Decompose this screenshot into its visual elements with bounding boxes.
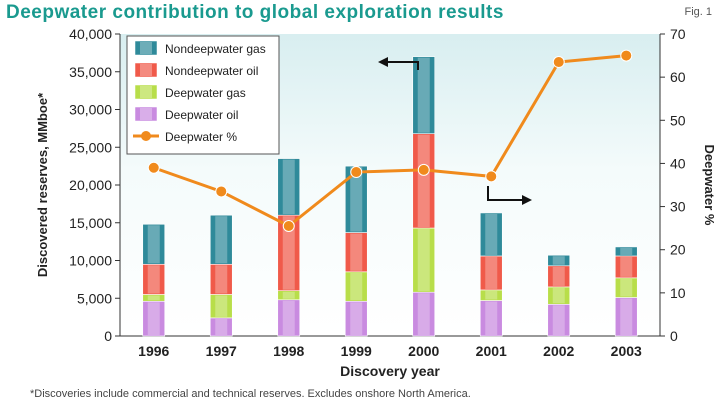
legend-swatch-shine xyxy=(140,64,152,76)
left-axis-arrow xyxy=(380,61,419,70)
deepwater-pct-line xyxy=(153,54,627,228)
y2-tick-label: 20 xyxy=(670,242,686,258)
deepwater-pct-point xyxy=(417,163,430,176)
bar-nondeepwater-gas xyxy=(142,223,166,265)
bar-nondeepwater-gas-shine xyxy=(215,216,228,264)
y2-tick-label: 50 xyxy=(670,112,686,128)
legend-label: Deepwater gas xyxy=(165,86,246,100)
deepwater-pct-point xyxy=(282,219,295,232)
deepwater-pct-point xyxy=(620,49,633,62)
bar-nondeepwater-oil-shine xyxy=(417,134,430,228)
y-tick-label: 25,000 xyxy=(69,139,112,155)
bar-deepwater-gas-shine xyxy=(552,287,565,304)
deepwater-pct-point xyxy=(552,56,565,69)
legend-swatch-shine xyxy=(140,86,152,98)
chart-title: Deepwater contribution to global explora… xyxy=(6,2,504,23)
bar-deepwater-oil-shine xyxy=(147,302,160,335)
bar-nondeepwater-gas-shine xyxy=(552,256,565,265)
bar-deepwater-oil-shine xyxy=(552,305,565,335)
legend-line-marker xyxy=(141,131,151,141)
x-tick-label: 1999 xyxy=(341,343,372,359)
y-tick-label: 5,000 xyxy=(77,290,112,306)
bar-nondeepwater-gas-shine xyxy=(282,159,295,215)
deepwater-pct-point xyxy=(350,166,363,179)
bar-deepwater-gas-shine xyxy=(350,272,363,301)
bar-nondeepwater-gas-shine xyxy=(350,167,363,232)
bar-nondeepwater-gas xyxy=(614,246,638,257)
y2-axis-title: Deepwater % xyxy=(702,145,717,226)
y-tick-label: 15,000 xyxy=(69,215,112,231)
x-tick-label: 1996 xyxy=(138,343,169,359)
figure-label: Fig. 1 xyxy=(684,6,712,18)
x-tick-label: 2003 xyxy=(611,343,642,359)
bar-nondeepwater-gas-shine xyxy=(620,247,633,255)
deepwater-pct-point xyxy=(147,161,160,174)
y-tick-label: 20,000 xyxy=(69,177,112,193)
legend-swatch-shine xyxy=(140,42,152,54)
bar-deepwater-gas-shine xyxy=(215,295,228,317)
bar-nondeepwater-gas xyxy=(277,158,301,216)
bar-deepwater-oil-shine xyxy=(350,302,363,335)
x-axis-title: Discovery year xyxy=(340,363,440,379)
legend-swatch xyxy=(134,106,158,122)
x-tick-label: 1997 xyxy=(206,343,237,359)
y2-tick-label: 0 xyxy=(670,328,678,344)
bar-nondeepwater-oil-shine xyxy=(282,216,295,290)
right-axis-arrow xyxy=(487,186,528,201)
right-axis-arrowhead xyxy=(522,195,532,205)
bar-nondeepwater-oil-shine xyxy=(552,266,565,286)
y2-tick-label: 40 xyxy=(670,155,686,171)
x-tick-label: 1998 xyxy=(273,343,304,359)
legend-swatch xyxy=(134,84,158,100)
bar-deepwater-gas-shine xyxy=(282,291,295,299)
deepwater-pct-point xyxy=(215,185,228,198)
bar-nondeepwater-oil-shine xyxy=(215,265,228,294)
deepwater-pct-point xyxy=(485,170,498,183)
y-tick-label: 35,000 xyxy=(69,64,112,80)
bar-nondeepwater-gas-shine xyxy=(417,57,430,133)
bar-deepwater-oil-shine xyxy=(215,318,228,335)
legend-label: Nondeepwater oil xyxy=(165,64,258,78)
y-tick-label: 30,000 xyxy=(69,102,112,118)
bar-deepwater-gas-shine xyxy=(417,229,430,292)
bar-deepwater-gas-shine xyxy=(620,278,633,297)
legend-swatch xyxy=(134,40,158,56)
bar-nondeepwater-oil-shine xyxy=(147,265,160,294)
y2-tick-label: 60 xyxy=(670,69,686,85)
y-tick-label: 0 xyxy=(104,328,112,344)
bar-deepwater-oil-shine xyxy=(620,298,633,335)
bar-deepwater-oil-shine xyxy=(485,301,498,335)
y2-tick-label: 70 xyxy=(670,26,686,42)
bar-deepwater-gas-shine xyxy=(147,295,160,301)
x-tick-label: 2002 xyxy=(543,343,574,359)
x-tick-label: 2001 xyxy=(476,343,507,359)
y2-tick-label: 30 xyxy=(670,199,686,215)
bar-nondeepwater-gas xyxy=(209,214,233,265)
legend-swatch-shine xyxy=(140,108,152,120)
bar-nondeepwater-gas-shine xyxy=(485,213,498,255)
x-tick-label: 2000 xyxy=(408,343,439,359)
y-tick-label: 10,000 xyxy=(69,253,112,269)
bar-nondeepwater-oil-shine xyxy=(620,256,633,277)
y2-tick-label: 10 xyxy=(670,285,686,301)
bar-deepwater-oil-shine xyxy=(282,300,295,335)
y-axis-title: Discovered reserves, MMboe* xyxy=(35,92,50,277)
left-axis-arrowhead xyxy=(378,57,388,67)
bar-nondeepwater-gas xyxy=(547,254,571,267)
legend-label: Deepwater oil xyxy=(165,108,238,122)
bar-nondeepwater-oil-shine xyxy=(350,233,363,271)
bar-nondeepwater-oil-shine xyxy=(485,256,498,289)
bar-deepwater-oil-shine xyxy=(417,293,430,335)
bar-nondeepwater-gas xyxy=(479,212,503,257)
y-tick-label: 40,000 xyxy=(69,26,112,42)
legend-label: Deepwater % xyxy=(165,130,237,144)
bar-nondeepwater-gas-shine xyxy=(147,225,160,264)
legend-swatch xyxy=(134,62,158,78)
bar-nondeepwater-gas xyxy=(412,56,436,134)
footnote: *Discoveries include commercial and tech… xyxy=(30,388,471,400)
bar-deepwater-gas-shine xyxy=(485,290,498,300)
legend-label: Nondeepwater gas xyxy=(165,42,266,56)
